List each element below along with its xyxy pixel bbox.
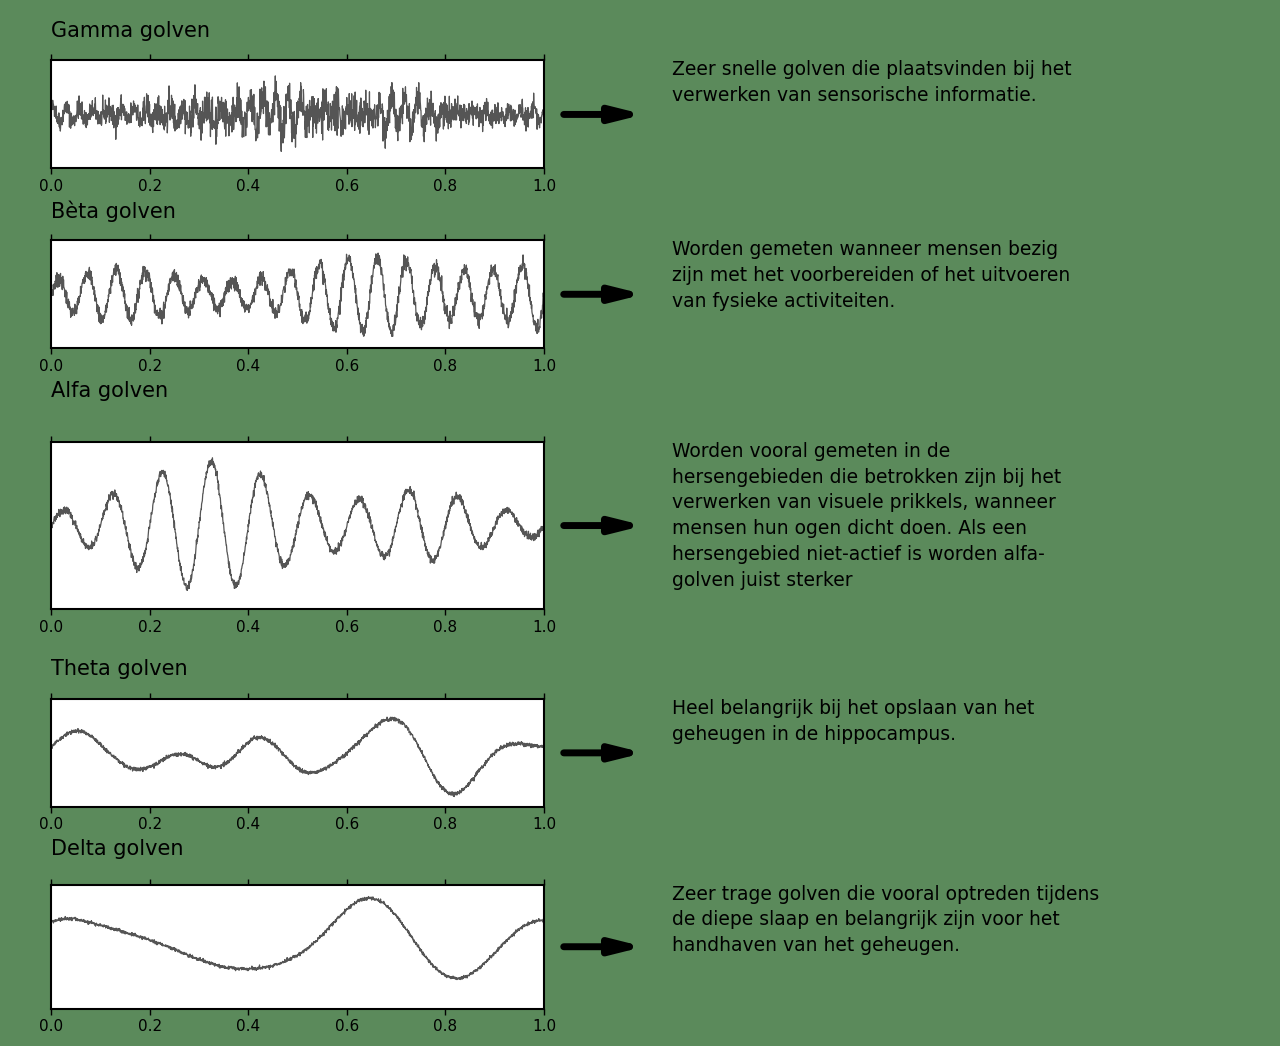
Text: Zeer snelle golven die plaatsvinden bij het
verwerken van sensorische informatie: Zeer snelle golven die plaatsvinden bij … bbox=[672, 61, 1071, 106]
Text: Heel belangrijk bij het opslaan van het
geheugen in de hippocampus.: Heel belangrijk bij het opslaan van het … bbox=[672, 699, 1034, 744]
Text: Delta golven: Delta golven bbox=[51, 839, 184, 859]
Text: Bèta golven: Bèta golven bbox=[51, 201, 177, 222]
Text: Theta golven: Theta golven bbox=[51, 659, 188, 679]
Text: Worden gemeten wanneer mensen bezig
zijn met het voorbereiden of het uitvoeren
v: Worden gemeten wanneer mensen bezig zijn… bbox=[672, 241, 1070, 311]
Text: Worden vooral gemeten in de
hersengebieden die betrokken zijn bij het
verwerken : Worden vooral gemeten in de hersengebied… bbox=[672, 441, 1061, 590]
Text: Zeer trage golven die vooral optreden tijdens
de diepe slaap en belangrijk zijn : Zeer trage golven die vooral optreden ti… bbox=[672, 885, 1100, 955]
Text: Gamma golven: Gamma golven bbox=[51, 21, 210, 41]
Text: Alfa golven: Alfa golven bbox=[51, 381, 169, 401]
